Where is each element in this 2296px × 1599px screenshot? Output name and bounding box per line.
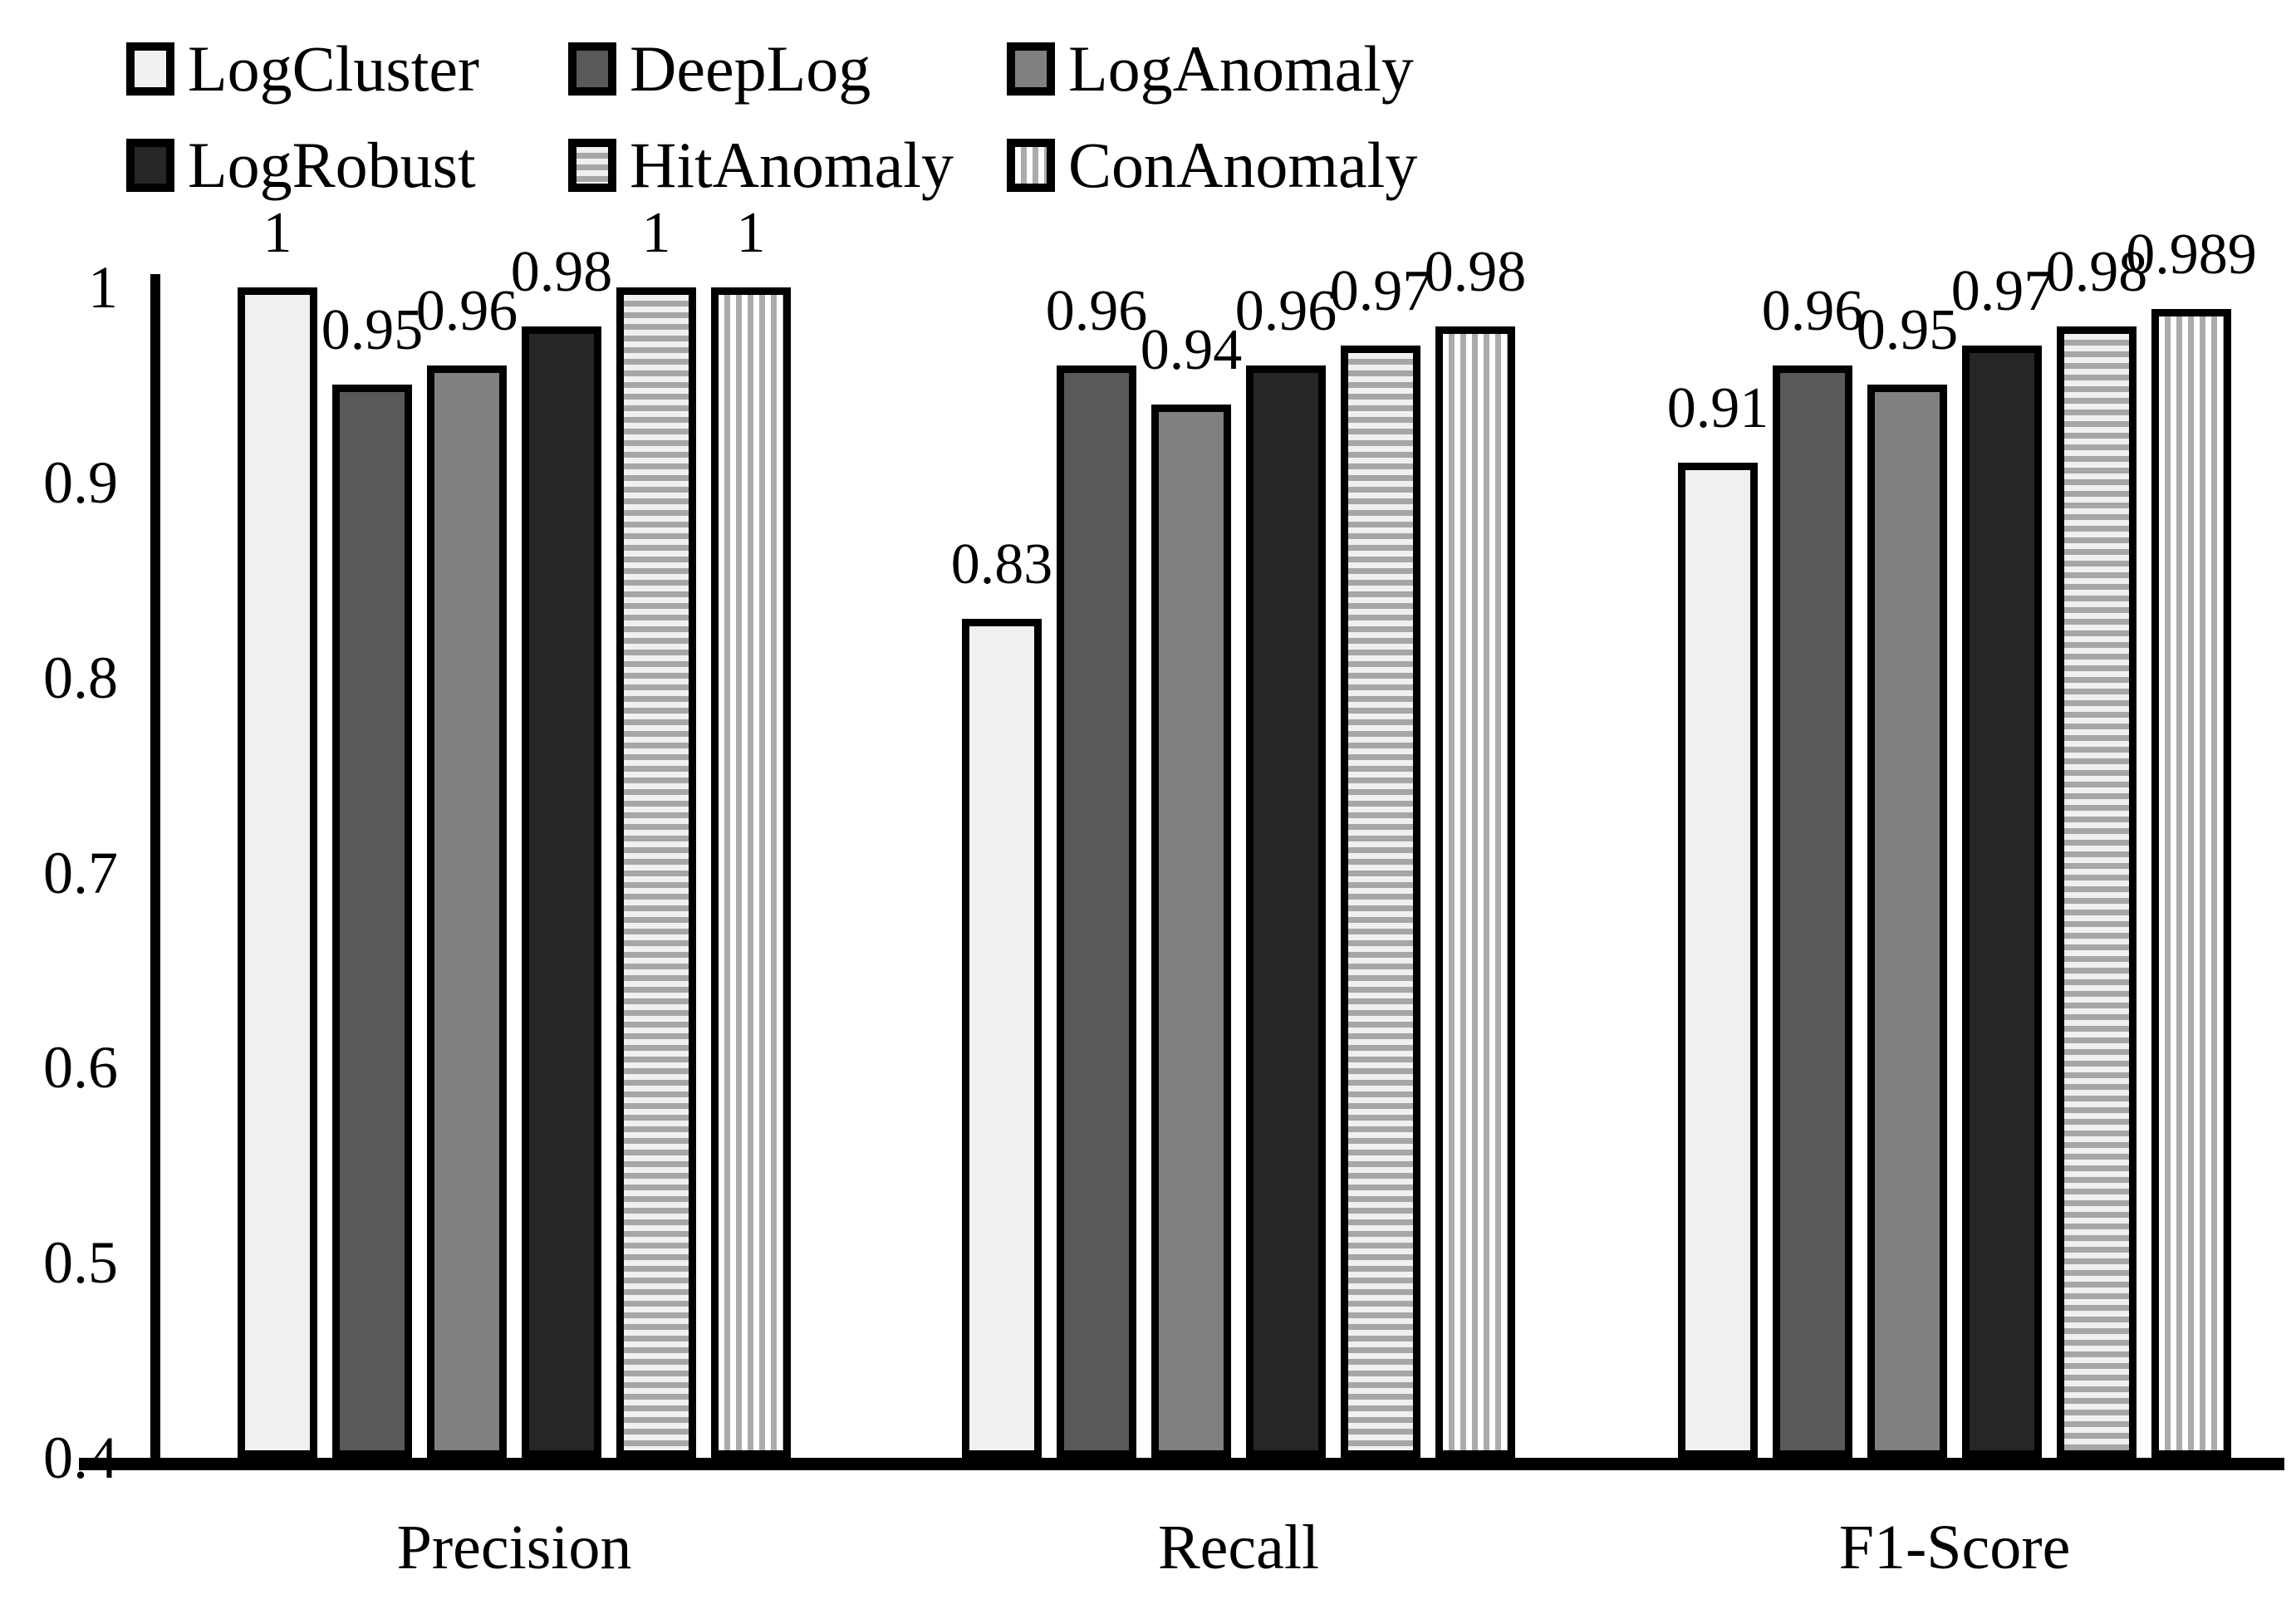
y-tick-label-0-4: 0.4 (43, 1425, 118, 1491)
value-label-logcluster-precision: 1 (262, 201, 292, 265)
y-tick-label-0-7: 0.7 (43, 840, 118, 906)
value-label-logrobust-f1-score: 0.97 (1950, 259, 2053, 323)
y-tick-label-0-6: 0.6 (43, 1034, 118, 1101)
y-tick-label-0-5: 0.5 (43, 1229, 118, 1296)
value-label-conanomaly-precision: 1 (736, 201, 766, 265)
category-label-f1-score: F1-Score (1838, 1513, 2071, 1582)
bar-loganomaly-recall (1151, 405, 1231, 1458)
legend-swatch-conanomaly (1007, 139, 1055, 192)
value-label-loganomaly-recall: 0.94 (1140, 318, 1243, 382)
bar-logrobust-precision (522, 326, 601, 1458)
legend-item-conanomaly: ConAnomaly (1007, 133, 1417, 198)
legend-item-logcluster: LogCluster (126, 37, 479, 101)
bar-logrobust-recall (1246, 365, 1326, 1458)
legend-label-conanomaly: ConAnomaly (1068, 129, 1418, 201)
bar-loganomaly-f1-score (1867, 385, 1947, 1458)
legend-swatch-deeplog (568, 42, 616, 96)
legend-swatch-hitanomaly (568, 139, 616, 192)
bar-deeplog-recall (1057, 365, 1136, 1458)
category-label-recall: Recall (1157, 1513, 1320, 1582)
legend-label-logrobust: LogRobust (188, 129, 476, 201)
bar-logrobust-f1-score (1962, 346, 2042, 1458)
bar-hitanomaly-recall (1341, 346, 1420, 1458)
bar-loganomaly-precision (427, 365, 507, 1458)
value-label-conanomaly-f1-score: 0.989 (2126, 223, 2257, 287)
value-label-logrobust-precision: 0.98 (510, 240, 613, 304)
bar-conanomaly-recall (1435, 326, 1515, 1458)
value-label-logcluster-f1-score: 0.91 (1666, 376, 1769, 440)
legend-item-loganomaly: LogAnomaly (1007, 37, 1414, 101)
value-label-hitanomaly-f1-score: 0.98 (2045, 240, 2148, 304)
bar-logcluster-f1-score (1678, 463, 1758, 1458)
bar-deeplog-precision (332, 385, 412, 1458)
y-tick-label-1: 1 (88, 254, 118, 321)
legend-item-logrobust: LogRobust (126, 133, 476, 198)
legend-swatch-logrobust (126, 139, 174, 192)
bar-hitanomaly-precision (616, 287, 696, 1458)
value-label-hitanomaly-precision: 1 (641, 201, 671, 265)
legend-label-logcluster: LogCluster (188, 32, 479, 105)
value-label-logcluster-recall: 0.83 (950, 532, 1053, 596)
bar-logcluster-precision (238, 287, 317, 1458)
bar-conanomaly-precision (711, 287, 791, 1458)
value-label-conanomaly-recall: 0.98 (1424, 240, 1527, 304)
value-label-loganomaly-precision: 0.96 (415, 279, 518, 343)
value-label-deeplog-precision: 0.95 (321, 298, 424, 362)
bar-hitanomaly-f1-score (2057, 326, 2137, 1458)
legend-item-hitanomaly: HitAnomaly (568, 133, 954, 198)
legend-swatch-logcluster (126, 42, 174, 96)
bar-conanomaly-f1-score (2151, 309, 2231, 1458)
legend-label-hitanomaly: HitAnomaly (630, 129, 954, 201)
legend-item-deeplog: DeepLog (568, 37, 871, 101)
legend-swatch-loganomaly (1007, 42, 1055, 96)
legend-label-deeplog: DeepLog (630, 32, 871, 105)
value-label-deeplog-f1-score: 0.96 (1761, 279, 1864, 343)
value-label-hitanomaly-recall: 0.97 (1329, 259, 1432, 323)
legend-label-loganomaly: LogAnomaly (1068, 32, 1414, 105)
value-label-deeplog-recall: 0.96 (1045, 279, 1148, 343)
y-axis-line (150, 274, 160, 1470)
value-label-loganomaly-f1-score: 0.95 (1856, 298, 1959, 362)
value-label-logrobust-recall: 0.96 (1234, 279, 1337, 343)
y-tick-label-0-9: 0.9 (43, 449, 118, 516)
bar-deeplog-f1-score (1773, 365, 1852, 1458)
y-tick-label-0-8: 0.8 (43, 645, 118, 711)
bar-logcluster-recall (962, 619, 1042, 1458)
x-axis-line (79, 1458, 2284, 1470)
category-label-precision: Precision (396, 1513, 632, 1582)
